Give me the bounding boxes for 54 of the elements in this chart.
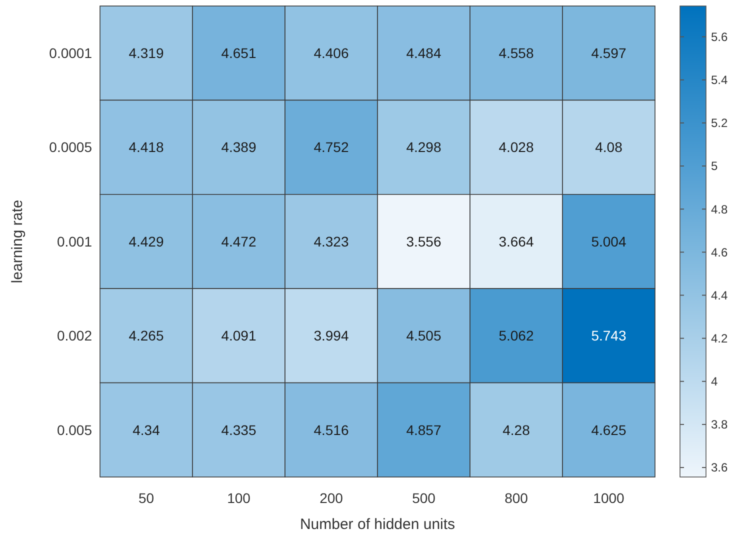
- data-label: 4.389: [221, 139, 256, 156]
- color-bar-label: 5: [711, 159, 718, 174]
- color-bar-label: 5.2: [711, 116, 728, 130]
- data-label: 5.004: [591, 233, 626, 250]
- data-label: 4.472: [221, 233, 256, 250]
- y-tick-label: 0.005: [56, 422, 92, 438]
- color-bar-label: 4.4: [711, 288, 728, 302]
- data-label: 3.664: [498, 233, 534, 250]
- data-label: 4.597: [591, 45, 626, 61]
- data-label: 3.556: [406, 233, 442, 250]
- color-bar-label: 3.6: [711, 460, 728, 475]
- y-tick-label: 0.002: [56, 328, 92, 344]
- data-label: 4.752: [314, 139, 349, 156]
- color-bar-label: 4.2: [711, 332, 728, 346]
- data-label: 4.406: [314, 45, 349, 61]
- data-label: 4.319: [128, 45, 164, 61]
- data-label: 4.028: [498, 139, 534, 156]
- y-tick-label: 0.0005: [49, 139, 92, 156]
- data-label: 4.484: [406, 45, 442, 61]
- data-label: 4.505: [406, 328, 442, 344]
- data-label: 4.28: [502, 422, 530, 438]
- x-tick-label: 1000: [593, 490, 625, 506]
- data-label: 4.625: [591, 422, 626, 438]
- data-label: 4.091: [221, 328, 256, 344]
- y-tick-label: 0.0001: [49, 45, 92, 61]
- data-label: 4.429: [128, 233, 164, 250]
- data-label: 4.516: [314, 422, 349, 438]
- data-label: 4.651: [221, 45, 256, 61]
- x-tick-label: 200: [320, 490, 344, 506]
- color-bar-label: 5.6: [711, 30, 728, 44]
- data-label: 3.994: [314, 328, 349, 344]
- data-label: 4.08: [595, 139, 623, 156]
- y-axis-title: learning rate: [9, 200, 26, 284]
- x-axis-title: Number of hidden units: [300, 516, 456, 533]
- data-label: 4.857: [406, 422, 442, 438]
- x-tick-label: 500: [412, 490, 436, 506]
- color-bar-label: 4: [711, 374, 718, 389]
- color-bar-label: 3.8: [711, 418, 728, 432]
- y-tick-label: 0.001: [56, 233, 92, 250]
- data-label: 5.062: [498, 328, 534, 344]
- data-label: 4.335: [221, 422, 256, 438]
- data-label: 4.418: [128, 139, 164, 156]
- data-label: 4.265: [128, 328, 164, 344]
- data-label: 4.323: [314, 233, 349, 250]
- color-bar-label: 4.8: [711, 202, 728, 216]
- data-label: 4.34: [132, 422, 160, 438]
- data-label: 4.298: [406, 139, 442, 156]
- x-tick-label: 800: [504, 490, 528, 506]
- data-label: 5.743: [591, 328, 626, 344]
- color-bar-label: 5.4: [711, 73, 728, 88]
- x-tick-label: 50: [138, 490, 154, 506]
- x-tick-label: 100: [227, 490, 251, 506]
- data-label: 4.558: [498, 45, 534, 61]
- color-bar-label: 4.6: [711, 245, 728, 260]
